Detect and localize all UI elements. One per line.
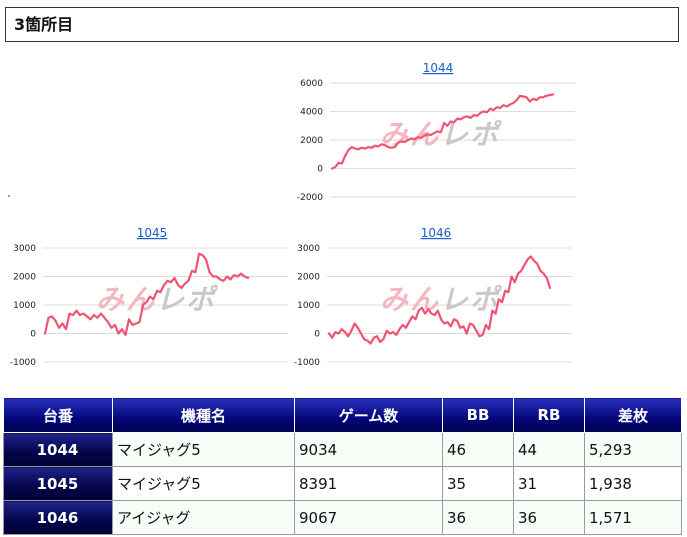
column-header-bb: BB <box>442 397 514 433</box>
game-count-cell: 8391 <box>294 466 443 501</box>
machine-number-cell: 1045 <box>3 466 113 501</box>
bb-cell: 46 <box>442 432 514 467</box>
y-tick-label: 0 <box>317 165 323 175</box>
chart-1046-grid <box>327 247 572 363</box>
rb-cell: 31 <box>513 466 585 501</box>
table-header-row: 台番 機種名 ゲーム数 BB RB 差枚 <box>3 397 682 433</box>
chart-1044-grid <box>330 82 575 198</box>
column-header-machine-model: 機種名 <box>112 397 295 433</box>
column-header-rb: RB <box>513 397 585 433</box>
machine-model-cell: マイジャグ5 <box>112 432 295 467</box>
machine-data-table: 台番 機種名 ゲーム数 BB RB 差枚 1044 マイジャグ5 9034 46… <box>3 397 682 535</box>
rb-cell: 36 <box>513 500 585 535</box>
y-tick-label: 3000 <box>297 244 320 254</box>
y-tick-label: 0 <box>314 330 320 340</box>
y-tick-label: -1000 <box>10 358 36 368</box>
game-count-cell: 9067 <box>294 500 443 535</box>
column-header-game-count: ゲーム数 <box>294 397 443 433</box>
table-row: 1045 マイジャグ5 8391 35 31 1,938 <box>3 466 682 501</box>
watermark-logo: みんレポ <box>96 283 218 316</box>
chart-1044-title-link[interactable]: 1044 <box>423 61 454 75</box>
chart-1044-y-ticks: 6000 4000 2000 0 -2000 <box>297 79 323 203</box>
chart-1044-series-line <box>330 93 555 170</box>
section-title: 3箇所目 <box>5 7 679 42</box>
rb-cell: 44 <box>513 432 585 467</box>
chart-1045-svg: 1045 3000 2000 1000 0 -1000 みんレポ <box>10 226 288 368</box>
chart-1044: 1044 6000 4000 2000 0 -2000 みんレポ <box>295 58 585 208</box>
y-tick-label: 2000 <box>300 136 323 146</box>
y-tick-label: 1000 <box>297 301 320 311</box>
bb-cell: 35 <box>442 466 514 501</box>
chart-1045-series-line <box>43 252 250 337</box>
difference-cell: 5,293 <box>584 432 682 467</box>
table-row: 1044 マイジャグ5 9034 46 44 5,293 <box>3 432 682 467</box>
y-tick-label: 4000 <box>300 108 323 118</box>
chart-1046-series-line <box>327 255 552 345</box>
machine-model-cell: マイジャグ5 <box>112 466 295 501</box>
y-tick-label: -1000 <box>294 358 320 368</box>
machine-model-cell: アイジャグ <box>112 500 295 535</box>
chart-1046-title-link[interactable]: 1046 <box>421 226 452 240</box>
y-tick-label: 1000 <box>13 301 36 311</box>
chart-1044-svg: 1044 6000 4000 2000 0 -2000 みんレポ <box>297 61 575 203</box>
difference-cell: 1,571 <box>584 500 682 535</box>
difference-cell: 1,938 <box>584 466 682 501</box>
watermark-logo: みんレポ <box>380 283 502 316</box>
chart-1046-svg: 1046 3000 2000 1000 0 -1000 みんレポ <box>294 226 572 368</box>
y-tick-label: 0 <box>30 330 36 340</box>
chart-1045-y-ticks: 3000 2000 1000 0 -1000 <box>10 244 36 368</box>
column-header-machine-number: 台番 <box>3 397 113 433</box>
machine-number-cell: 1046 <box>3 500 113 535</box>
y-tick-label: 2000 <box>297 273 320 283</box>
table-row: 1046 アイジャグ 9067 36 36 1,571 <box>3 500 682 535</box>
y-tick-label: 3000 <box>13 244 36 254</box>
column-header-difference: 差枚 <box>584 397 682 433</box>
game-count-cell: 9034 <box>294 432 443 467</box>
chart-1046-y-ticks: 3000 2000 1000 0 -1000 <box>294 244 320 368</box>
y-tick-label: 2000 <box>13 273 36 283</box>
stray-dot <box>8 195 10 197</box>
chart-1046-watermark: みんレポ <box>380 283 502 316</box>
y-tick-label: 6000 <box>300 79 323 89</box>
chart-1045-title-link[interactable]: 1045 <box>137 226 168 240</box>
machine-number-cell: 1044 <box>3 432 113 467</box>
chart-1044-watermark: みんレポ <box>380 118 502 151</box>
chart-1046: 1046 3000 2000 1000 0 -1000 みんレポ <box>292 223 582 373</box>
chart-1045: 1045 3000 2000 1000 0 -1000 みんレポ <box>8 223 298 373</box>
watermark-logo: みんレポ <box>380 118 502 151</box>
chart-1045-watermark: みんレポ <box>96 283 218 316</box>
bb-cell: 36 <box>442 500 514 535</box>
y-tick-label: -2000 <box>297 193 323 203</box>
